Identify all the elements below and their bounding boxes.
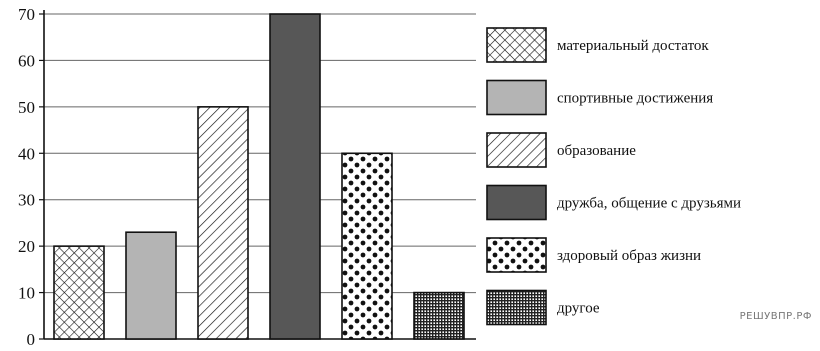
y-tick-label: 30: [18, 191, 35, 210]
bars: [53, 13, 465, 340]
y-tick-label: 0: [27, 330, 36, 349]
y-tick-label: 40: [18, 144, 35, 163]
legend-swatch-3: [486, 132, 547, 168]
watermark: РЕШУВПР.РФ: [739, 311, 812, 322]
bar-1: [53, 245, 105, 340]
bar-6: [413, 291, 465, 340]
gridlines: [44, 13, 476, 294]
legend-swatch-2: [486, 79, 547, 116]
y-tick-label: 50: [18, 98, 35, 117]
bar-3: [197, 106, 249, 340]
bar-4: [269, 13, 321, 340]
y-tick-label: 20: [18, 237, 35, 256]
y-tick-label: 60: [18, 51, 35, 70]
bar-2: [125, 231, 177, 340]
legend-swatch-1: [486, 27, 547, 63]
legend-label-5: здоровый образ жизни: [557, 248, 701, 264]
y-axis: 0 10 20 30 40 50 60 70: [18, 5, 476, 349]
legend-label-2: спортивные достижения: [557, 91, 713, 107]
legend-label-6: другое: [557, 301, 600, 317]
legend-swatch-4: [486, 184, 547, 221]
legend-swatch-6: [486, 289, 547, 326]
y-tick-label: 70: [18, 5, 35, 24]
bar-5: [341, 152, 393, 340]
legend-label-3: образование: [557, 143, 636, 159]
legend-label-4: дружба, общение с друзьями: [557, 196, 741, 212]
y-tick-label: 10: [18, 284, 35, 303]
legend: материальный достаток спортивные достижен…: [486, 27, 741, 326]
legend-label-1: материальный достаток: [557, 38, 709, 54]
legend-swatch-5: [486, 237, 547, 273]
